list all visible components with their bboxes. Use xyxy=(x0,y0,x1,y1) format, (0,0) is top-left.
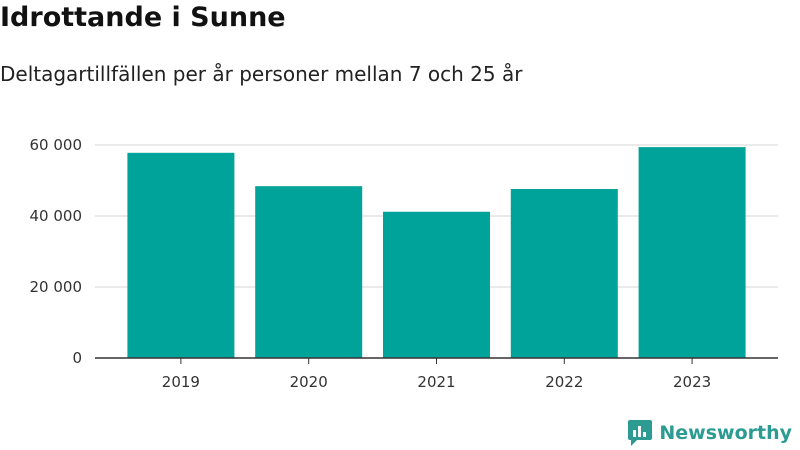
y-tick-label: 40 000 xyxy=(30,207,83,225)
brand-logo: Newsworthy xyxy=(627,419,792,447)
x-tick-label: 2020 xyxy=(290,373,328,391)
y-tick-label: 0 xyxy=(72,349,82,367)
y-tick-label: 60 000 xyxy=(30,136,83,154)
bar-2021 xyxy=(383,211,490,358)
x-tick-label: 2021 xyxy=(417,373,455,391)
bars xyxy=(127,147,746,358)
y-tick-label: 20 000 xyxy=(30,278,83,296)
x-tick-label: 2022 xyxy=(545,373,583,391)
bar-2022 xyxy=(510,189,618,358)
bar-2023 xyxy=(638,147,746,358)
x-tick-label: 2023 xyxy=(673,373,711,391)
x-tick-label: 2019 xyxy=(162,373,200,391)
bar-2019 xyxy=(127,152,235,358)
brand-name: Newsworthy xyxy=(659,422,792,444)
bar-2020 xyxy=(255,186,363,358)
newsworthy-logo-icon xyxy=(628,420,653,446)
chart-title: Idrottande i Sunne xyxy=(0,2,286,33)
chart-subtitle: Deltagartillfällen per år personer mella… xyxy=(0,62,523,86)
axes: 0 20 000 40 000 60 000 2019 2020 2021 2022 2023 xyxy=(30,136,778,391)
